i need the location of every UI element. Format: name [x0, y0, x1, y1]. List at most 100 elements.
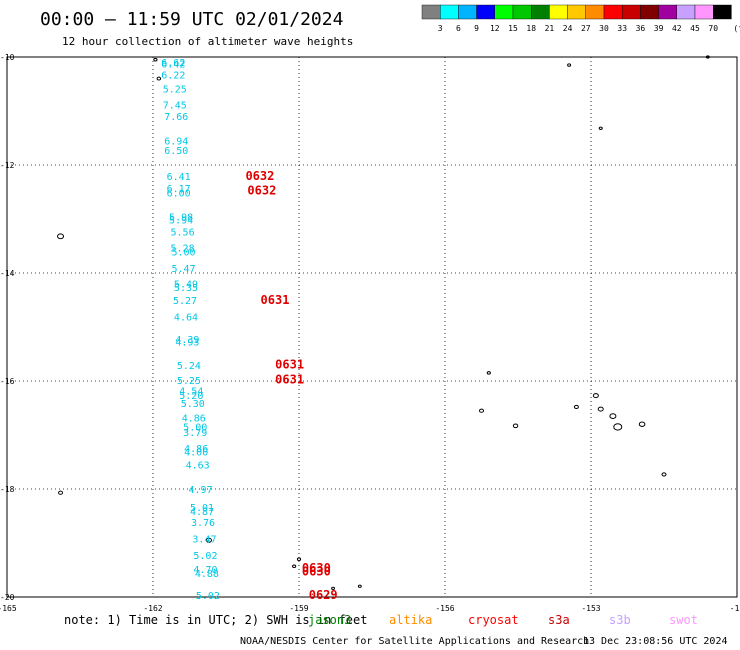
- legend-swatch: [676, 4, 696, 20]
- swh-value-label: 4.00: [184, 448, 208, 459]
- island-outline: [153, 57, 158, 62]
- legend-swatch: [603, 4, 623, 20]
- units-note: note: 1) Time is in UTC; 2) SWH is in fe…: [64, 613, 367, 627]
- island-outline: [613, 423, 623, 431]
- island-outline: [598, 126, 603, 130]
- swh-value-label: 5.20: [179, 391, 203, 402]
- swh-value-label: 6.17: [167, 184, 191, 195]
- swh-value-label: 5.94: [169, 216, 193, 227]
- island-outline: [573, 404, 579, 410]
- swh-value-label: 5.25: [163, 84, 187, 95]
- island-outline: [512, 423, 519, 429]
- mission-name: swot: [669, 613, 698, 627]
- swh-value-label: 4.70: [193, 565, 217, 576]
- lon-tick-label: -153: [581, 604, 600, 613]
- mission-name: s3a: [548, 613, 570, 627]
- island-outline: [609, 413, 617, 420]
- swh-value-label: 5.28: [171, 244, 195, 255]
- legend-swatch: [531, 4, 550, 20]
- legend-label: 42: [672, 24, 682, 33]
- coastlines: [57, 55, 710, 590]
- swh-value-label: 5.27: [173, 296, 197, 307]
- mission-name: jason3: [308, 613, 351, 627]
- swh-value-label: 5.98: [169, 212, 193, 223]
- lat-tick-label: -16: [0, 377, 15, 386]
- swh-value-label: 3.47: [192, 535, 216, 546]
- lat-tick-label: -12: [0, 161, 15, 170]
- legend-swatch: [549, 4, 568, 20]
- pass-time-label: 0631: [275, 357, 304, 371]
- pass-time-label: 0631: [275, 372, 304, 386]
- swh-value-label: 5.47: [171, 264, 195, 275]
- latitude-tick-labels: -10 -12 -14 -16 -18 -20: [0, 53, 15, 602]
- swh-value-label: 5.24: [177, 361, 201, 372]
- legend-swatch: [640, 4, 659, 20]
- lon-tick-label: -162: [143, 604, 162, 613]
- legend-swatch: [622, 4, 641, 20]
- legend-swatch: [713, 4, 732, 20]
- swh-value-label: 5.00: [171, 247, 195, 258]
- map-title: 00:00 — 11:59 UTC 02/01/2024: [40, 9, 343, 30]
- lon-tick-label: -15: [730, 604, 740, 613]
- longitude-tick-labels: -165 -162 -159 -156 -153 -15: [0, 604, 740, 613]
- island-outline: [597, 406, 604, 412]
- swh-value-label: 5.35: [174, 283, 198, 294]
- credit-text: NOAA/NESDIS Center for Satellite Applica…: [240, 636, 589, 647]
- swh-value-label: 4.93: [175, 338, 199, 349]
- island-outline: [705, 55, 710, 59]
- swh-value-label: 4.97: [189, 485, 213, 496]
- swh-value-label: 3.76: [191, 518, 215, 529]
- lat-lon-grid: [7, 57, 737, 597]
- swh-value-label: 6.50: [164, 146, 188, 157]
- swh-value-label: 6.42: [161, 59, 185, 70]
- swh-value-label: 5.02: [193, 551, 217, 562]
- swh-value-label: 6.62: [161, 58, 185, 69]
- legend-label: 45: [690, 24, 700, 33]
- legend-swatch: [440, 4, 459, 20]
- swh-value-label: 4.86: [184, 444, 208, 455]
- swh-value-label: 5.49: [174, 279, 198, 290]
- legend-label: 36: [636, 24, 646, 33]
- legend-label: (ft): [733, 24, 740, 33]
- legend-swatch: [476, 4, 496, 20]
- mission-name: s3b: [609, 613, 631, 627]
- legend-label: 3: [438, 24, 443, 33]
- legend-label: 24: [563, 24, 573, 33]
- swh-value-label: 4.86: [182, 414, 206, 425]
- pass-time-label: 0632: [245, 169, 274, 183]
- swh-value-label: 7.66: [164, 112, 188, 123]
- swh-value-label: 3.79: [183, 428, 207, 439]
- pass-time-label: 0629: [309, 588, 338, 602]
- legend-label: 30: [599, 24, 609, 33]
- island-outline: [57, 233, 65, 240]
- swh-value-label: 5.30: [181, 399, 205, 410]
- island-outline: [296, 557, 302, 561]
- island-outline: [331, 586, 335, 590]
- legend-label: 18: [526, 24, 536, 33]
- pass-time-label: 0630: [302, 565, 331, 579]
- mission-legend: jason3 altika cryosat s3a s3b swot: [308, 613, 698, 627]
- pass-time-label: 0630: [302, 561, 331, 575]
- legend-swatch: [694, 4, 714, 20]
- legend-label: 27: [581, 24, 591, 33]
- legend-label: 6: [456, 24, 461, 33]
- island-outline: [292, 564, 297, 568]
- island-outline: [357, 584, 362, 588]
- legend-label: 21: [545, 24, 555, 33]
- legend-label: 33: [617, 24, 627, 33]
- legend-swatch: [421, 4, 441, 20]
- legend-swatch: [585, 4, 605, 20]
- swh-value-label: 5.02: [196, 591, 220, 602]
- swh-value-label: 6.94: [164, 137, 188, 148]
- legend-swatch: [494, 4, 514, 20]
- legend-swatch: [567, 4, 586, 20]
- island-outline: [638, 421, 646, 427]
- swh-value-label: 4.88: [195, 569, 219, 580]
- swh-value-label: 6.41: [167, 172, 191, 183]
- swh-value-label: 5.01: [190, 503, 214, 514]
- pass-time-label: 0631: [261, 293, 290, 307]
- lat-tick-label: -20: [0, 593, 15, 602]
- legend-swatch: [512, 4, 532, 20]
